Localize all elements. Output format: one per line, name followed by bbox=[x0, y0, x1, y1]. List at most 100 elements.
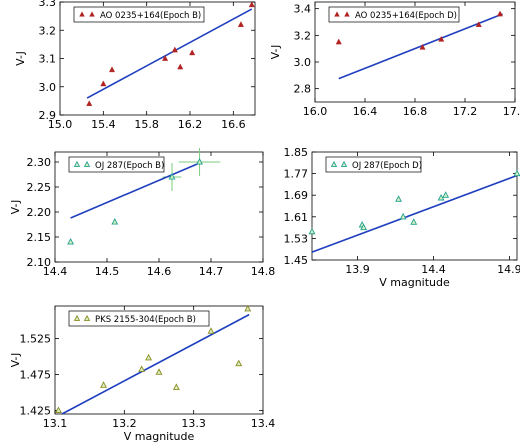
legend-marker bbox=[330, 160, 338, 167]
y-tick-label: 1.425 bbox=[20, 404, 52, 417]
y-tick-label: 1.525 bbox=[20, 332, 52, 345]
data-point bbox=[138, 365, 146, 372]
x-tick-label: 13.9 bbox=[345, 263, 370, 276]
y-axis-title: V-J bbox=[14, 51, 27, 66]
data-point bbox=[108, 66, 116, 73]
data-point bbox=[55, 406, 62, 413]
data-point bbox=[496, 10, 504, 17]
x-tick-label: 14.5 bbox=[95, 265, 120, 278]
y-tick-label: 2.9 bbox=[39, 109, 57, 122]
legend-marker bbox=[79, 11, 85, 17]
y-axis-title: V-J bbox=[9, 200, 22, 215]
data-point bbox=[100, 80, 107, 87]
data-point bbox=[438, 35, 445, 42]
legend-marker bbox=[73, 314, 81, 321]
panel-top-right: 16.0 16.4 16.8 17.2 17.6 2.8 3.0 3.2 3.4 V-J AO 02… bbox=[269, 1, 520, 118]
legend-marker bbox=[83, 314, 91, 321]
x-tick-label: 13.4 bbox=[251, 417, 276, 430]
y-tick-label: 1.85 bbox=[284, 146, 309, 159]
x-tick-label: 16.6 bbox=[221, 118, 246, 131]
y-tick-label: 1.45 bbox=[284, 254, 309, 267]
y-tick-label: 1.77 bbox=[284, 168, 309, 181]
x-tick-label: 13.2 bbox=[112, 417, 137, 430]
fit-line bbox=[61, 313, 250, 415]
y-tick-label: 3.2 bbox=[294, 29, 312, 42]
legend-label: PKS 2155-304(Epoch B) bbox=[95, 315, 196, 325]
data-point bbox=[171, 46, 178, 53]
legend-label: AO 0235+164(Epoch B) bbox=[100, 11, 201, 21]
y-tick-label: 1.475 bbox=[20, 368, 52, 381]
data-point bbox=[237, 21, 244, 27]
x-tick-label: 13.3 bbox=[181, 417, 206, 430]
data-point bbox=[168, 173, 176, 180]
data-point bbox=[155, 368, 163, 375]
legend-box bbox=[68, 310, 210, 327]
x-tick-label: 14.8 bbox=[251, 265, 276, 278]
x-axis-title: V magnitude bbox=[379, 276, 450, 289]
y-tick-label: 3.0 bbox=[39, 81, 57, 94]
y-tick-label: 2.8 bbox=[294, 83, 312, 96]
y-tick-label: 2.25 bbox=[27, 181, 52, 194]
data-point bbox=[399, 212, 407, 220]
data-point bbox=[67, 238, 75, 245]
legend-box bbox=[68, 156, 165, 173]
y-tick-label: 1.61 bbox=[284, 211, 309, 224]
legend-marker bbox=[344, 11, 350, 17]
data-point bbox=[172, 383, 180, 390]
y-axis-title: V-J bbox=[269, 45, 282, 60]
legend-marker bbox=[334, 11, 340, 17]
y-tick-label: 3.4 bbox=[294, 3, 312, 16]
x-tick-label: 15.4 bbox=[91, 118, 116, 131]
legend-marker bbox=[73, 160, 81, 167]
data-point bbox=[145, 353, 153, 361]
x-tick-label: 14.7 bbox=[199, 265, 224, 278]
data-point bbox=[177, 63, 184, 70]
data-point bbox=[162, 55, 169, 61]
x-tick-label: 14.9 bbox=[497, 263, 520, 276]
data-point bbox=[244, 304, 252, 312]
data-point bbox=[395, 195, 403, 202]
x-tick-label: 14.4 bbox=[43, 265, 68, 278]
x-tick-label: 16.0 bbox=[303, 105, 328, 118]
data-point bbox=[235, 359, 243, 367]
fit-line bbox=[70, 162, 200, 219]
y-tick-label: 3.2 bbox=[39, 24, 57, 37]
data-point bbox=[308, 227, 316, 235]
x-tick-label: 16.4 bbox=[353, 105, 378, 118]
y-tick-label: 2.20 bbox=[27, 206, 52, 219]
legend-label: AO 0235+164(Epoch D) bbox=[355, 11, 457, 21]
legend-marker bbox=[340, 160, 348, 167]
data-point bbox=[100, 381, 107, 388]
y-tick-label: 1.69 bbox=[284, 189, 309, 202]
data-point bbox=[335, 38, 342, 45]
y-tick-label: 1.53 bbox=[284, 232, 309, 245]
x-tick-label: 14.6 bbox=[147, 265, 172, 278]
y-tick-label: 2.15 bbox=[27, 231, 52, 244]
legend-box bbox=[73, 6, 205, 23]
y-tick-label: 3.0 bbox=[294, 56, 312, 69]
y-tick-label: 2.10 bbox=[27, 256, 52, 269]
data-point bbox=[475, 21, 482, 27]
fit-line bbox=[86, 8, 253, 99]
data-point bbox=[513, 169, 520, 177]
data-point bbox=[248, 1, 255, 8]
data-point bbox=[410, 218, 418, 225]
legend-marker bbox=[83, 160, 91, 167]
data-point bbox=[111, 218, 119, 225]
legend-label: OJ 287(Epoch D) bbox=[352, 161, 422, 171]
legend-marker bbox=[89, 11, 95, 17]
x-tick-label: 17.2 bbox=[453, 105, 478, 118]
x-tick-label: 17.6 bbox=[503, 105, 520, 118]
x-tick-label: 15.0 bbox=[48, 118, 73, 131]
data-point bbox=[189, 49, 196, 56]
legend-box bbox=[325, 156, 422, 173]
x-tick-label: 14.4 bbox=[421, 263, 446, 276]
data-point bbox=[86, 100, 93, 107]
panel-bottom-left: 13.1 13.2 13.3 13.4 1.425 1.475 1.525 V-J V magn… bbox=[9, 304, 276, 443]
y-axis-title: V-J bbox=[9, 353, 22, 368]
fit-line bbox=[311, 174, 518, 253]
x-axis-title: V magnitude bbox=[124, 430, 195, 443]
y-tick-label: 2.30 bbox=[27, 156, 52, 169]
panel-top-left: 15.0 15.4 15.8 16.2 16.6 2.9 3.0 3.1 3.2 3.3 V-J AO… bbox=[14, 0, 256, 131]
